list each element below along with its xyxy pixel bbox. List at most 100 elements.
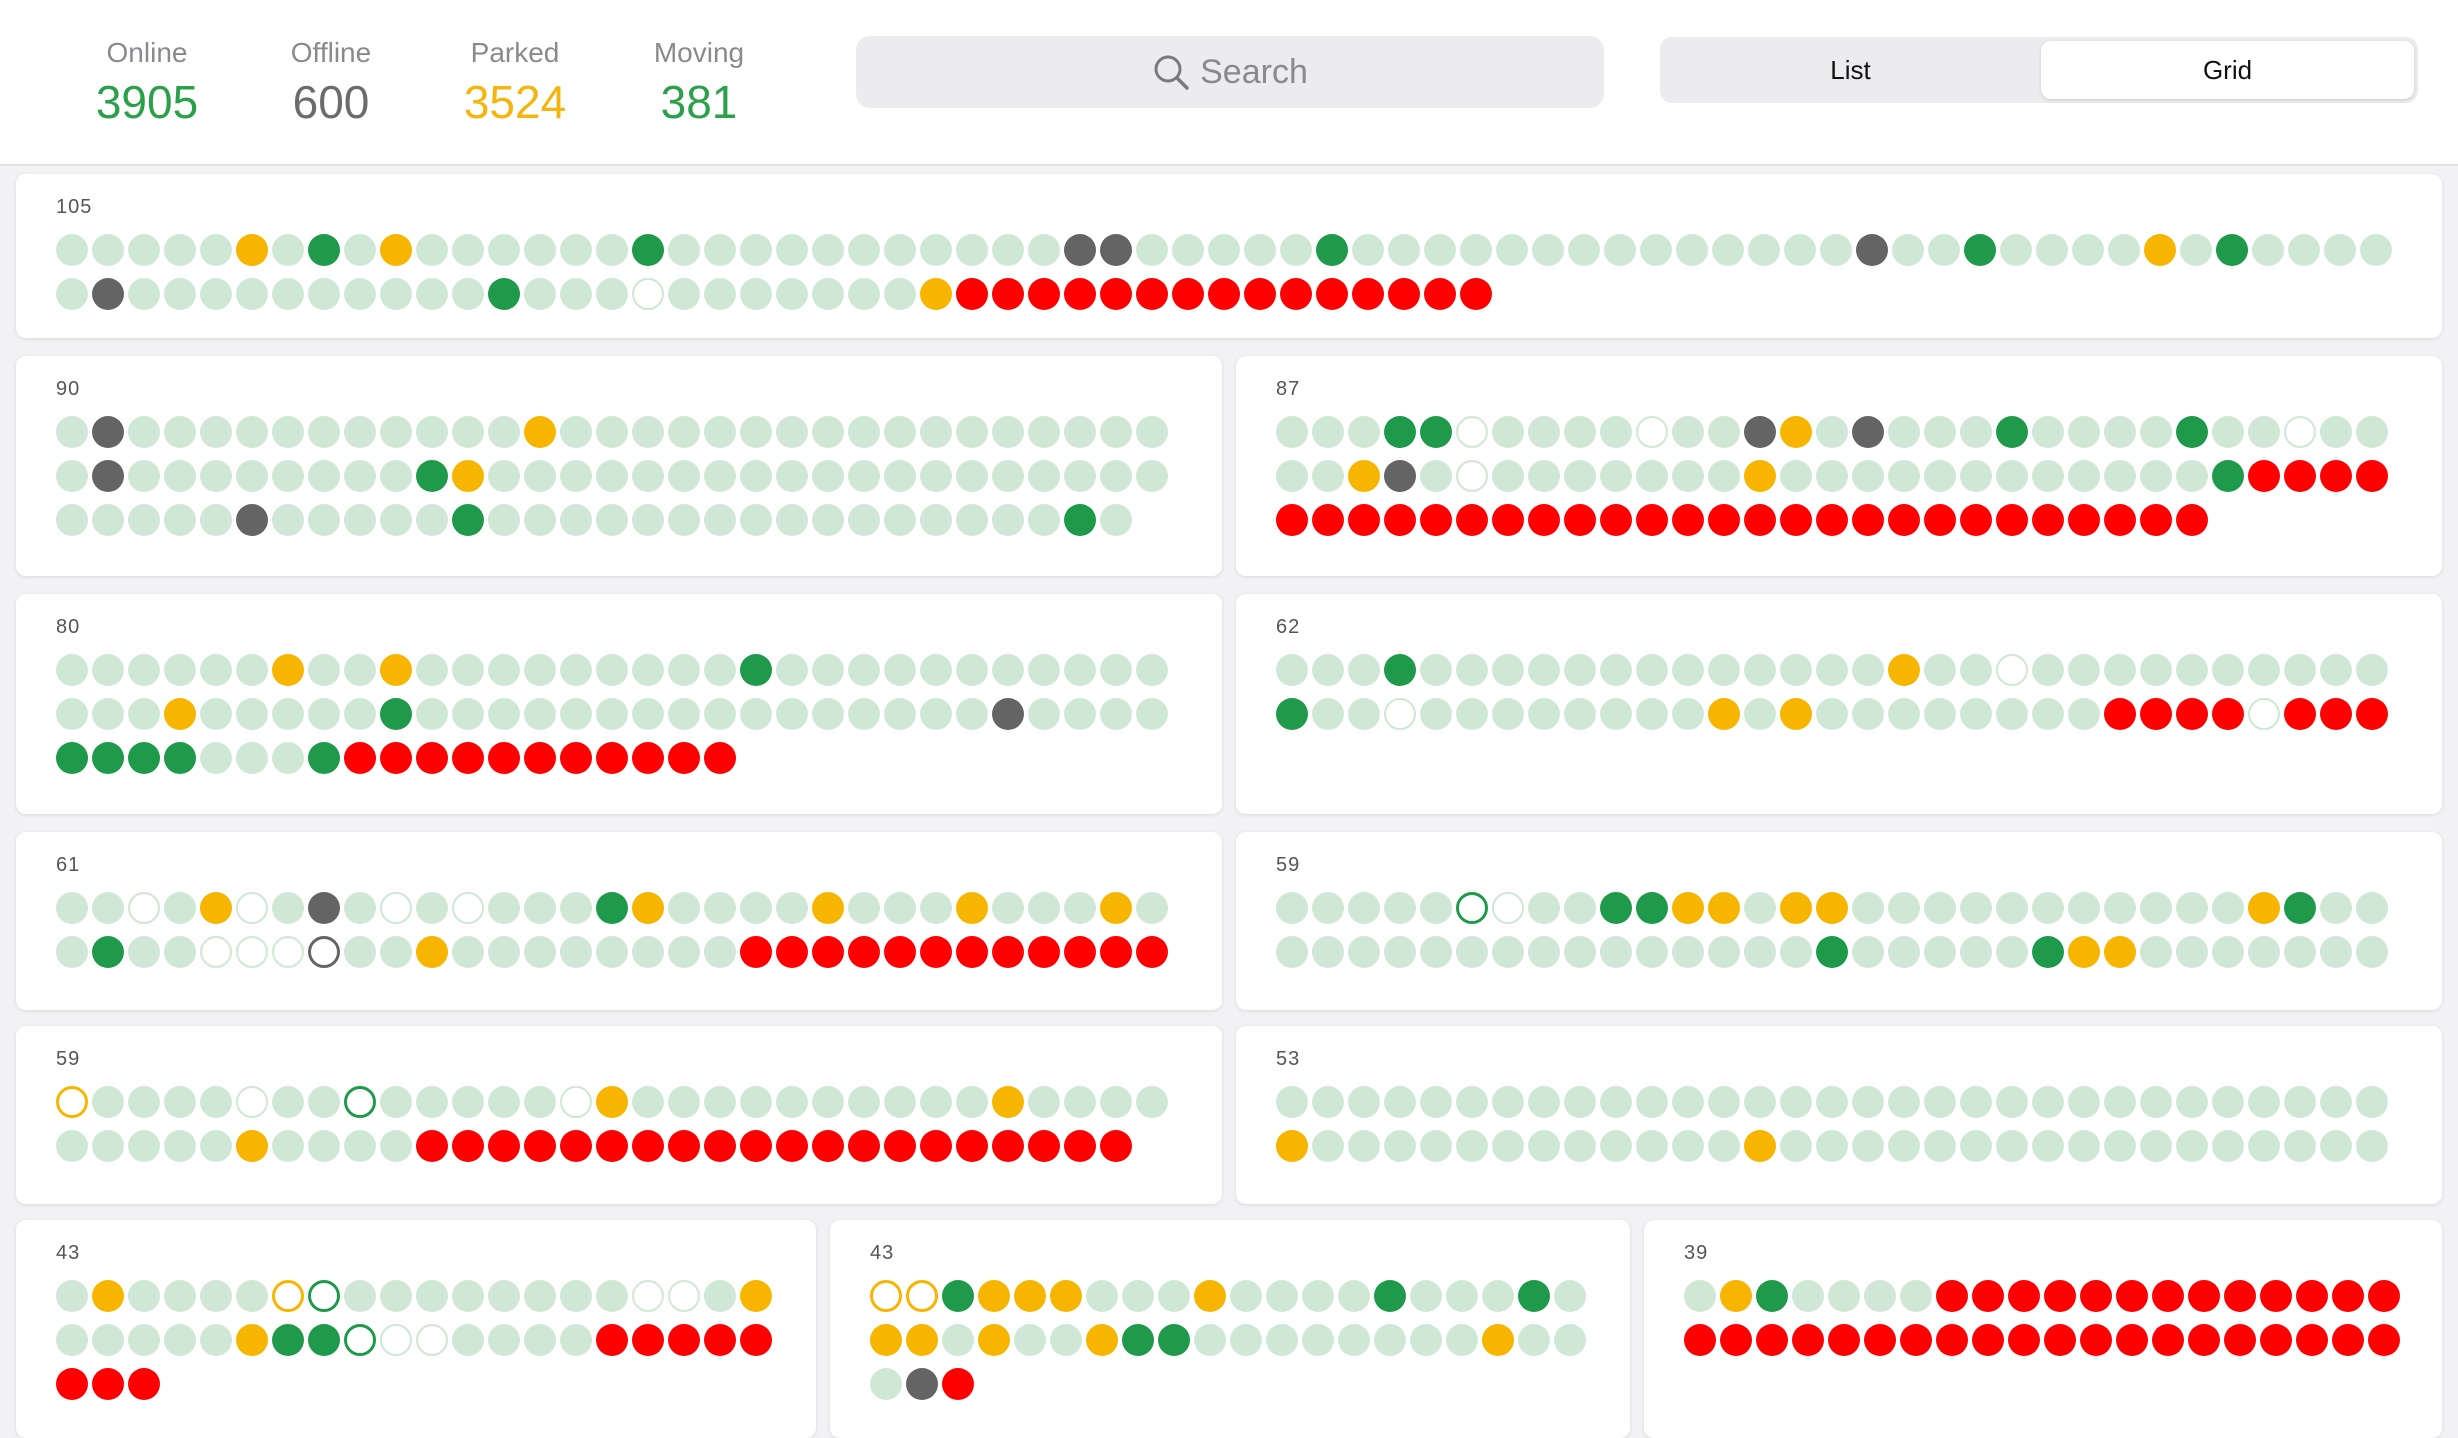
vehicle-dot-online-idle[interactable]: [272, 278, 304, 310]
vehicle-dot-online-idle[interactable]: [1158, 1280, 1190, 1312]
vehicle-dot-alert[interactable]: [92, 1368, 124, 1400]
vehicle-dot-online-idle[interactable]: [2324, 234, 2356, 266]
vehicle-dot-alert[interactable]: [2116, 1324, 2148, 1356]
vehicle-dot-online-idle[interactable]: [1960, 1086, 1992, 1118]
vehicle-dot-online-idle[interactable]: [344, 460, 376, 492]
vehicle-dot-online-idle[interactable]: [272, 742, 304, 774]
vehicle-dot-moving[interactable]: [2216, 234, 2248, 266]
vehicle-dot-alert[interactable]: [2356, 698, 2388, 730]
vehicle-dot-alert[interactable]: [1136, 936, 1168, 968]
vehicle-dot-alert[interactable]: [956, 936, 988, 968]
vehicle-dot-online-idle[interactable]: [1892, 234, 1924, 266]
vehicle-dot-online-idle[interactable]: [740, 278, 772, 310]
vehicle-dot-online-idle[interactable]: [1528, 936, 1560, 968]
vehicle-dot-online-idle[interactable]: [56, 1324, 88, 1356]
vehicle-dot-online-idle[interactable]: [596, 234, 628, 266]
vehicle-dot-online-idle[interactable]: [1482, 1280, 1514, 1312]
vehicle-dot-online-idle[interactable]: [1996, 460, 2028, 492]
vehicle-dot-online-idle[interactable]: [2320, 416, 2352, 448]
vehicle-dot-alert[interactable]: [1064, 936, 1096, 968]
vehicle-dot-online-idle[interactable]: [1194, 1324, 1226, 1356]
vehicle-dot-alert[interactable]: [632, 1324, 664, 1356]
vehicle-dot-online-idle[interactable]: [740, 234, 772, 266]
vehicle-dot-online-idle[interactable]: [1554, 1324, 1586, 1356]
vehicle-dot-alert[interactable]: [740, 1130, 772, 1162]
vehicle-dot-online-idle[interactable]: [1100, 504, 1132, 536]
vehicle-dot-online-idle[interactable]: [1528, 460, 1560, 492]
vehicle-dot-empty[interactable]: [236, 1086, 268, 1118]
vehicle-dot-online-idle[interactable]: [776, 416, 808, 448]
vehicle-dot-online-idle[interactable]: [416, 1280, 448, 1312]
vehicle-dot-alert[interactable]: [740, 1324, 772, 1356]
vehicle-dot-online-idle[interactable]: [1064, 892, 1096, 924]
vehicle-dot-moving[interactable]: [56, 742, 88, 774]
vehicle-dot-online-idle[interactable]: [560, 504, 592, 536]
vehicle-dot-online-idle[interactable]: [92, 1130, 124, 1162]
vehicle-dot-online-idle[interactable]: [1528, 1130, 1560, 1162]
vehicle-dot-online-idle[interactable]: [1028, 234, 1060, 266]
vehicle-dot-alert[interactable]: [812, 936, 844, 968]
vehicle-dot-online-idle[interactable]: [164, 892, 196, 924]
vehicle-dot-online-idle[interactable]: [416, 278, 448, 310]
vehicle-dot-online-idle[interactable]: [2068, 416, 2100, 448]
vehicle-dot-online-idle[interactable]: [920, 416, 952, 448]
vehicle-dot-empty-green[interactable]: [308, 1280, 340, 1312]
vehicle-dot-online-idle[interactable]: [2032, 892, 2064, 924]
vehicle-dot-alert[interactable]: [1388, 278, 1420, 310]
vehicle-group-card[interactable]: 87: [1236, 356, 2442, 576]
vehicle-dot-empty[interactable]: [632, 278, 664, 310]
vehicle-dot-alert[interactable]: [992, 1130, 1024, 1162]
vehicle-dot-online-idle[interactable]: [956, 698, 988, 730]
vehicle-dot-empty[interactable]: [632, 1280, 664, 1312]
vehicle-dot-alert[interactable]: [1028, 936, 1060, 968]
vehicle-dot-online-idle[interactable]: [2356, 892, 2388, 924]
vehicle-dot-alert[interactable]: [1424, 278, 1456, 310]
vehicle-dot-online-idle[interactable]: [344, 504, 376, 536]
vehicle-dot-online-idle[interactable]: [2032, 416, 2064, 448]
vehicle-dot-online-idle[interactable]: [1136, 1086, 1168, 1118]
vehicle-dot-online-idle[interactable]: [1312, 416, 1344, 448]
vehicle-dot-online-idle[interactable]: [776, 504, 808, 536]
vehicle-dot-online-idle[interactable]: [1492, 698, 1524, 730]
vehicle-dot-online-idle[interactable]: [92, 1324, 124, 1356]
vehicle-dot-online-idle[interactable]: [344, 936, 376, 968]
vehicle-dot-moving[interactable]: [1420, 416, 1452, 448]
vehicle-dot-online-idle[interactable]: [1888, 416, 1920, 448]
vehicle-dot-parked[interactable]: [1816, 892, 1848, 924]
vehicle-dot-alert[interactable]: [1600, 504, 1632, 536]
vehicle-dot-alert[interactable]: [1460, 278, 1492, 310]
vehicle-dot-online-idle[interactable]: [1420, 460, 1452, 492]
vehicle-dot-online-idle[interactable]: [2000, 234, 2032, 266]
vehicle-dot-parked[interactable]: [740, 1280, 772, 1312]
vehicle-dot-alert[interactable]: [1136, 278, 1168, 310]
vehicle-dot-online-idle[interactable]: [884, 416, 916, 448]
vehicle-dot-online-idle[interactable]: [1708, 416, 1740, 448]
vehicle-dot-online-idle[interactable]: [1888, 698, 1920, 730]
vehicle-dot-online-idle[interactable]: [704, 654, 736, 686]
vehicle-dot-empty[interactable]: [380, 892, 412, 924]
vehicle-dot-online-idle[interactable]: [1456, 1086, 1488, 1118]
vehicle-dot-online-idle[interactable]: [92, 698, 124, 730]
vehicle-dot-online-idle[interactable]: [2176, 654, 2208, 686]
vehicle-dot-alert[interactable]: [2260, 1324, 2292, 1356]
vehicle-dot-empty[interactable]: [128, 892, 160, 924]
vehicle-dot-alert[interactable]: [2152, 1280, 2184, 1312]
vehicle-dot-online-idle[interactable]: [236, 742, 268, 774]
vehicle-dot-online-idle[interactable]: [308, 654, 340, 686]
vehicle-dot-alert[interactable]: [488, 1130, 520, 1162]
vehicle-dot-online-idle[interactable]: [200, 1130, 232, 1162]
vehicle-dot-online-idle[interactable]: [56, 460, 88, 492]
vehicle-dot-moving[interactable]: [164, 742, 196, 774]
vehicle-dot-online-idle[interactable]: [2068, 892, 2100, 924]
vehicle-dot-parked[interactable]: [812, 892, 844, 924]
vehicle-dot-online-idle[interactable]: [920, 504, 952, 536]
vehicle-dot-online-idle[interactable]: [2176, 892, 2208, 924]
vehicle-dot-online-idle[interactable]: [56, 1280, 88, 1312]
vehicle-dot-online-idle[interactable]: [1852, 1130, 1884, 1162]
vehicle-dot-empty[interactable]: [668, 1280, 700, 1312]
vehicle-dot-alert[interactable]: [704, 742, 736, 774]
vehicle-dot-alert[interactable]: [1312, 504, 1344, 536]
vehicle-dot-online-idle[interactable]: [2068, 698, 2100, 730]
vehicle-dot-online-idle[interactable]: [1924, 1130, 1956, 1162]
vehicle-dot-online-idle[interactable]: [1312, 1130, 1344, 1162]
